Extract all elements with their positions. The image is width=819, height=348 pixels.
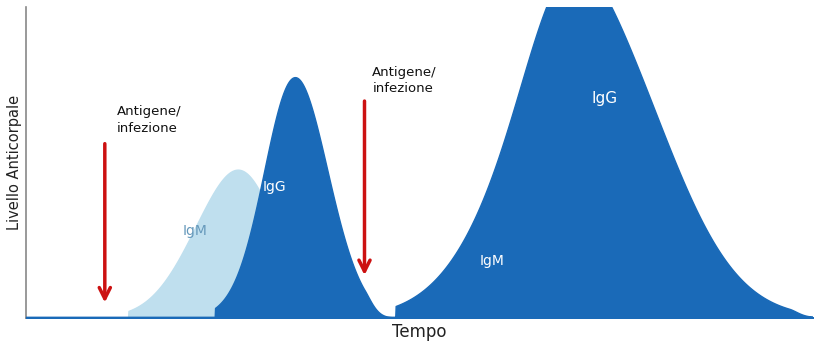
Text: Antigene/
infezione: Antigene/ infezione (116, 105, 181, 135)
Text: IgM: IgM (183, 224, 207, 238)
Y-axis label: Livello Anticorpale: Livello Anticorpale (7, 95, 22, 230)
Text: Antigene/
infezione: Antigene/ infezione (372, 66, 437, 95)
X-axis label: Tempo: Tempo (391, 323, 446, 341)
Text: IgM: IgM (479, 254, 504, 268)
Text: IgG: IgG (262, 180, 286, 193)
Text: IgG: IgG (590, 91, 617, 106)
